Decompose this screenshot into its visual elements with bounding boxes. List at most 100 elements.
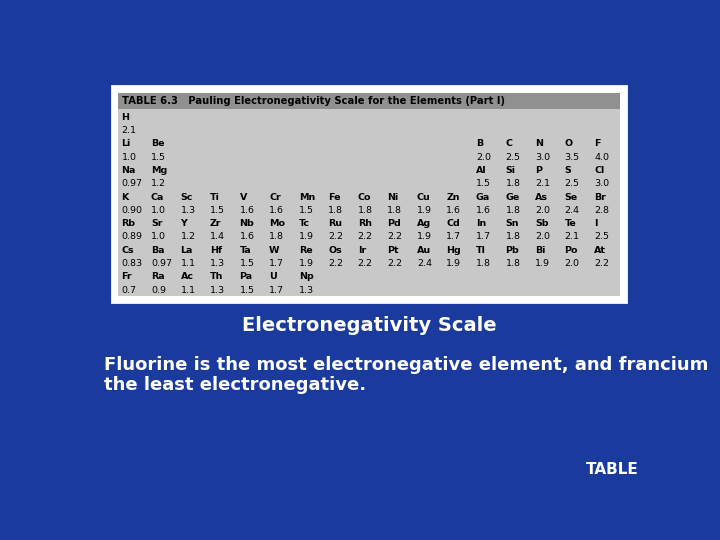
- Text: 1.2: 1.2: [181, 232, 196, 241]
- Text: 1.6: 1.6: [269, 206, 284, 215]
- Text: Cu: Cu: [417, 193, 431, 201]
- Text: F: F: [594, 139, 600, 148]
- Text: 1.0: 1.0: [151, 232, 166, 241]
- Text: TABLE: TABLE: [586, 462, 639, 477]
- Text: Pb: Pb: [505, 246, 519, 255]
- Text: 1.8: 1.8: [505, 179, 521, 188]
- Text: Ru: Ru: [328, 219, 342, 228]
- Text: Ac: Ac: [181, 272, 194, 281]
- Text: 0.90: 0.90: [122, 206, 143, 215]
- Text: Mo: Mo: [269, 219, 285, 228]
- Text: 1.2: 1.2: [151, 179, 166, 188]
- Text: K: K: [122, 193, 129, 201]
- Text: 0.7: 0.7: [122, 286, 137, 295]
- Text: Ba: Ba: [151, 246, 164, 255]
- Text: 2.0: 2.0: [564, 259, 580, 268]
- Text: Ge: Ge: [505, 193, 520, 201]
- Text: Fluorine is the most electronegative element, and francium: Fluorine is the most electronegative ele…: [104, 356, 708, 374]
- Text: S: S: [564, 166, 571, 175]
- Text: Re: Re: [299, 246, 312, 255]
- Text: Ti: Ti: [210, 193, 220, 201]
- Text: As: As: [535, 193, 548, 201]
- Text: 2.2: 2.2: [594, 259, 609, 268]
- Text: 0.83: 0.83: [122, 259, 143, 268]
- Text: 2.4: 2.4: [417, 259, 432, 268]
- Text: 2.2: 2.2: [387, 259, 402, 268]
- Text: Ca: Ca: [151, 193, 164, 201]
- Text: Nb: Nb: [240, 219, 254, 228]
- Text: Cs: Cs: [122, 246, 134, 255]
- Text: Tc: Tc: [299, 219, 310, 228]
- Text: I: I: [594, 219, 598, 228]
- Text: Tl: Tl: [476, 246, 486, 255]
- Text: Te: Te: [564, 219, 576, 228]
- Text: N: N: [535, 139, 543, 148]
- Text: Ra: Ra: [151, 272, 165, 281]
- FancyBboxPatch shape: [112, 86, 626, 302]
- Text: 1.5: 1.5: [240, 286, 255, 295]
- Text: La: La: [181, 246, 193, 255]
- Text: 1.7: 1.7: [446, 232, 462, 241]
- Text: At: At: [594, 246, 606, 255]
- Text: 3.0: 3.0: [594, 179, 609, 188]
- Text: Ta: Ta: [240, 246, 251, 255]
- Text: 0.97: 0.97: [122, 179, 143, 188]
- Text: Fe: Fe: [328, 193, 341, 201]
- Text: 1.9: 1.9: [535, 259, 550, 268]
- Text: 1.8: 1.8: [358, 206, 373, 215]
- Text: 2.0: 2.0: [535, 206, 550, 215]
- Text: Pa: Pa: [240, 272, 253, 281]
- Text: Fr: Fr: [122, 272, 132, 281]
- Text: 1.5: 1.5: [476, 179, 491, 188]
- Text: 1.6: 1.6: [240, 206, 255, 215]
- Text: Cd: Cd: [446, 219, 460, 228]
- Text: 2.1: 2.1: [535, 179, 550, 188]
- Text: 0.97: 0.97: [151, 259, 172, 268]
- Text: 1.0: 1.0: [122, 153, 137, 161]
- Text: Bi: Bi: [535, 246, 545, 255]
- Text: 2.0: 2.0: [535, 232, 550, 241]
- Text: 1.1: 1.1: [181, 286, 196, 295]
- Text: Electronegativity Scale: Electronegativity Scale: [242, 315, 496, 335]
- Text: 2.5: 2.5: [564, 179, 580, 188]
- Text: Al: Al: [476, 166, 487, 175]
- Text: 1.9: 1.9: [446, 259, 462, 268]
- Text: C: C: [505, 139, 513, 148]
- Text: 2.0: 2.0: [476, 153, 491, 161]
- Text: 1.7: 1.7: [269, 259, 284, 268]
- Text: 2.1: 2.1: [564, 232, 580, 241]
- Text: Ag: Ag: [417, 219, 431, 228]
- Text: 2.2: 2.2: [328, 232, 343, 241]
- Text: Np: Np: [299, 272, 313, 281]
- Text: Pd: Pd: [387, 219, 401, 228]
- Text: Sb: Sb: [535, 219, 549, 228]
- Text: Se: Se: [564, 193, 577, 201]
- Text: TABLE 6.3   Pauling Electronegativity Scale for the Elements (Part I): TABLE 6.3 Pauling Electronegativity Scal…: [122, 96, 505, 106]
- Text: 1.8: 1.8: [505, 206, 521, 215]
- Text: 1.7: 1.7: [269, 286, 284, 295]
- Text: Li: Li: [122, 139, 131, 148]
- Text: 1.8: 1.8: [387, 206, 402, 215]
- Text: 2.4: 2.4: [564, 206, 580, 215]
- Text: Br: Br: [594, 193, 606, 201]
- Text: 1.5: 1.5: [240, 259, 255, 268]
- Text: Sc: Sc: [181, 193, 193, 201]
- Text: 1.8: 1.8: [328, 206, 343, 215]
- Text: Th: Th: [210, 272, 223, 281]
- Text: 2.2: 2.2: [358, 232, 373, 241]
- Text: 1.3: 1.3: [299, 286, 314, 295]
- Text: Cl: Cl: [594, 166, 604, 175]
- Text: 3.0: 3.0: [535, 153, 550, 161]
- Text: 2.5: 2.5: [505, 153, 521, 161]
- Text: Si: Si: [505, 166, 516, 175]
- Text: Zn: Zn: [446, 193, 460, 201]
- Text: 2.5: 2.5: [594, 232, 609, 241]
- Text: 2.2: 2.2: [358, 259, 373, 268]
- Text: 1.3: 1.3: [210, 259, 225, 268]
- Text: Sr: Sr: [151, 219, 163, 228]
- Text: 1.8: 1.8: [476, 259, 491, 268]
- Text: Au: Au: [417, 246, 431, 255]
- Text: 1.5: 1.5: [299, 206, 314, 215]
- Text: Be: Be: [151, 139, 164, 148]
- Text: Hg: Hg: [446, 246, 461, 255]
